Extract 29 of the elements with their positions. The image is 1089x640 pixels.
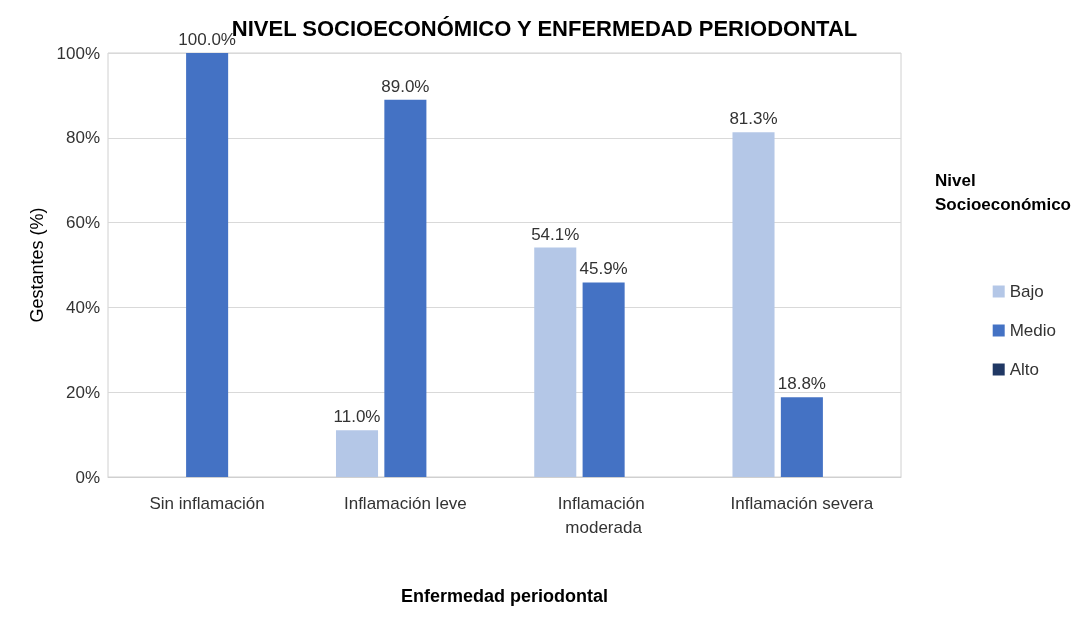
data-label: 45.9% [579,259,628,279]
y-tick-label: 20% [65,382,100,402]
bar [186,53,229,477]
y-tick-label: 60% [65,213,100,233]
y-axis-title: Gestantes (%) [26,207,47,323]
x-tick-label: Inflamación leve [343,493,467,513]
bar [582,282,625,477]
y-tick-label: 40% [65,297,100,317]
legend-label: Alto [1009,360,1039,379]
bar [534,247,577,477]
bar [384,99,427,477]
y-tick-label: 100% [56,43,100,63]
x-tick-label: Sin inflamación [149,493,265,513]
data-label: 89.0% [381,76,430,96]
data-label: 18.8% [777,374,826,394]
data-label: 81.3% [729,109,778,129]
x-tick-label: Inflamación moderada [557,493,650,537]
x-axis-title: Enfermedad periodontal [400,586,609,606]
data-label: 54.1% [531,224,580,244]
bar [335,430,379,477]
y-tick-label: 80% [65,128,100,148]
y-tick-label: 0% [75,467,100,487]
x-tick-label: Inflamación severa [730,493,874,513]
data-label: 11.0% [333,407,381,427]
legend-title: Nivel Socioeconómico [934,170,1072,214]
bar [732,132,775,477]
bar [780,397,823,477]
legend-label: Bajo [1009,282,1044,301]
legend-label: Medio [1009,321,1057,340]
